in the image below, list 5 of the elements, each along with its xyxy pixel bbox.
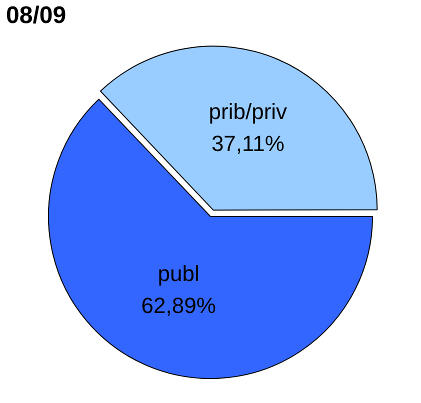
data-label: 62,89% (141, 293, 216, 318)
slice-label: prib/priv (208, 99, 288, 124)
chart-title: 08/09 (6, 2, 66, 30)
slice-label: publ (158, 261, 200, 286)
data-label: 37,11% (211, 131, 284, 156)
